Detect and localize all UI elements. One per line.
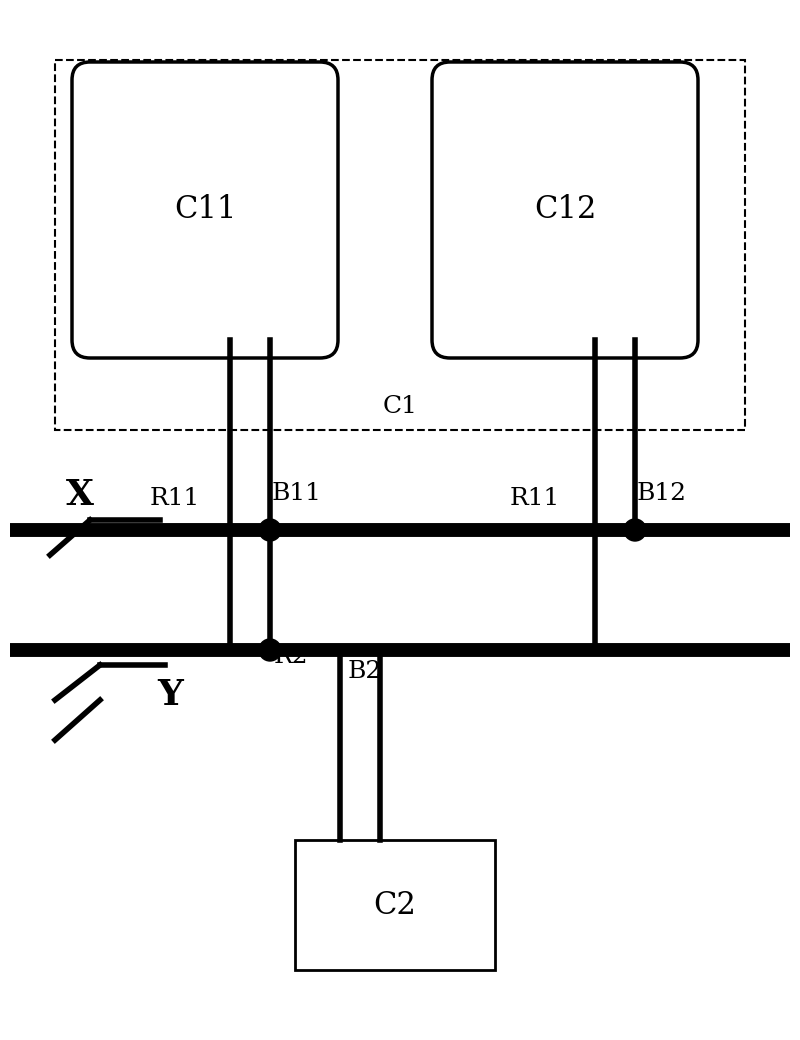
Text: B12: B12 [637,482,687,505]
Text: Y: Y [157,678,183,712]
Text: R11: R11 [150,487,200,510]
Text: C2: C2 [374,889,417,920]
Text: C11: C11 [174,194,236,226]
Text: C1: C1 [382,395,418,418]
Text: R11: R11 [510,487,560,510]
Text: X: X [66,478,94,512]
Bar [55,60,745,430]
Circle shape [624,519,646,541]
Text: R2: R2 [274,645,308,668]
Circle shape [259,639,281,661]
FancyBboxPatch shape [72,62,338,358]
Text: B2: B2 [348,660,382,683]
Text: C12: C12 [534,194,596,226]
FancyBboxPatch shape [432,62,698,358]
Circle shape [259,519,281,541]
Bar [295,840,495,970]
Text: B11: B11 [272,482,322,505]
